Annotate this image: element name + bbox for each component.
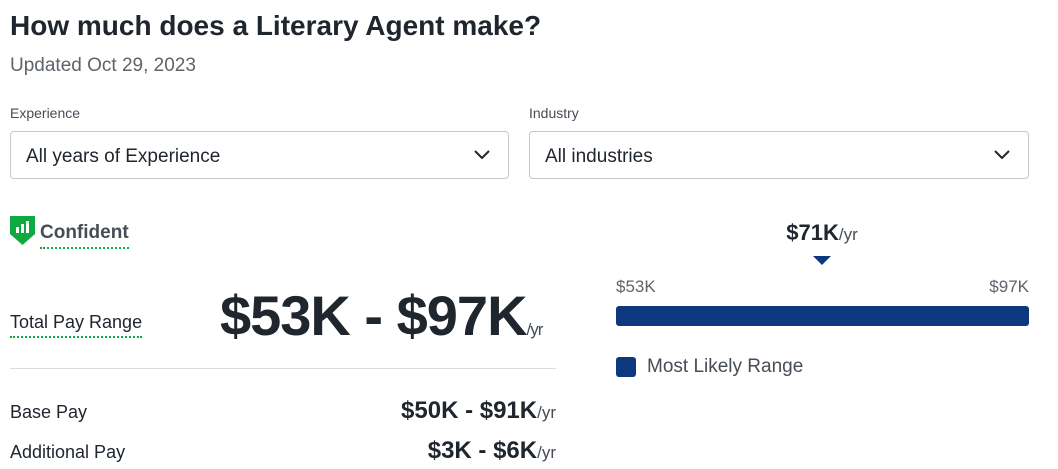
title: How much does a Literary Agent make? <box>10 10 542 41</box>
unit: /yr <box>537 443 556 462</box>
industry-dropdown[interactable]: All industries <box>529 131 1029 179</box>
range: $3K - $6K <box>427 437 538 464</box>
total-pay-label[interactable]: Total Pay Range <box>10 312 143 338</box>
legend-swatch <box>616 357 636 377</box>
chevron <box>474 150 490 160</box>
range-low: $53K <box>616 277 656 296</box>
unit: /yr <box>526 320 544 339</box>
base-pay-label: Base Pay <box>10 402 88 422</box>
chevron <box>994 150 1010 160</box>
additional-pay-range: $3K - $6K/yr <box>428 437 556 465</box>
updated: Updated Oct 29, 2023 <box>10 55 196 76</box>
additional-pay-label: Additional Pay <box>10 442 126 462</box>
median-marker <box>813 256 831 265</box>
divider <box>10 368 556 369</box>
confidence-icon <box>10 216 35 245</box>
range: $50K - $91K <box>401 397 538 424</box>
confidence[interactable]: Confident <box>40 222 129 249</box>
unit: /yr <box>537 403 556 422</box>
range-high: $97K <box>989 277 1029 296</box>
range: $53K - $97K <box>220 284 528 347</box>
base-pay-range: $50K - $91K/yr <box>401 397 556 425</box>
filter-label: Experience <box>10 105 81 121</box>
dropdown-value: All industries <box>545 146 653 167</box>
experience-dropdown[interactable]: All years of Experience <box>10 131 509 179</box>
legend-label: Most Likely Range <box>647 356 804 377</box>
total-pay-range: $53K - $97K/yr <box>220 283 544 348</box>
median: $71K/yr <box>722 220 922 246</box>
median-value: $71K <box>786 220 839 245</box>
unit: /yr <box>838 225 858 244</box>
filter-label: Industry <box>529 105 579 121</box>
range-bar <box>616 306 1029 326</box>
dropdown-value: All years of Experience <box>26 146 221 167</box>
